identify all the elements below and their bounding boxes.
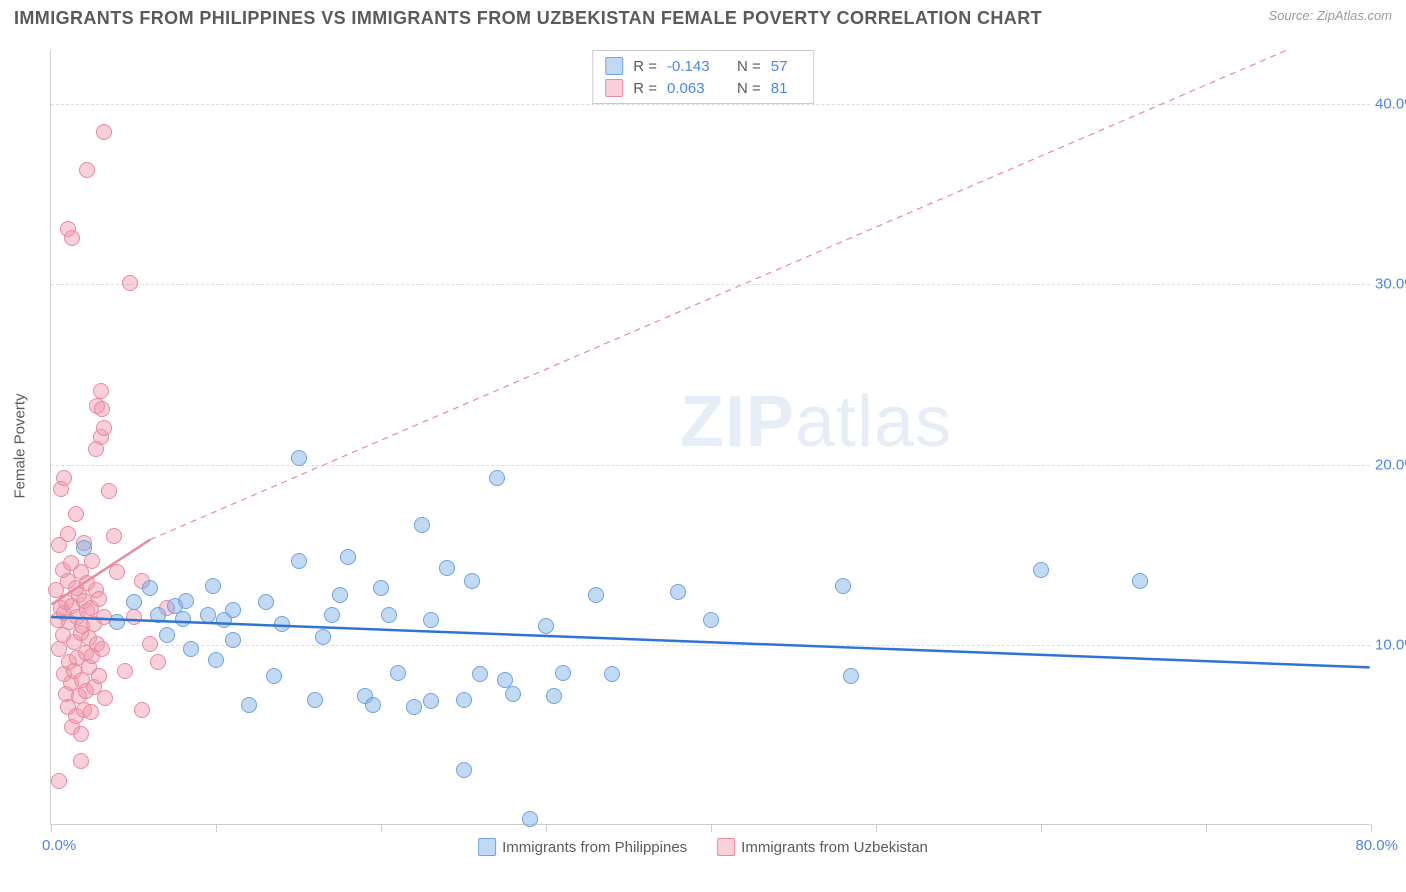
y-tick-label: 30.0% [1375,276,1406,293]
y-tick-label: 40.0% [1375,96,1406,113]
regression-line-philippines [51,617,1369,667]
regression-lines [51,50,1370,824]
y-tick-label: 10.0% [1375,636,1406,653]
chart-title: IMMIGRANTS FROM PHILIPPINES VS IMMIGRANT… [14,8,1042,29]
stats-n-value: 57 [771,58,801,75]
stats-n-label: N = [737,58,761,75]
stats-r-label: R = [633,58,657,75]
stats-legend-box: R = -0.143 N = 57 R = 0.063 N = 81 [592,50,814,104]
x-tick [1206,824,1207,832]
legend-label-b: Immigrants from Uzbekistan [741,839,928,856]
stats-n-value: 81 [771,80,801,97]
y-tick-label: 20.0% [1375,456,1406,473]
stats-r-label: R = [633,80,657,97]
legend-swatch-b [717,838,735,856]
x-tick [216,824,217,832]
x-tick [546,824,547,832]
stats-row: R = 0.063 N = 81 [605,77,801,99]
x-tick [711,824,712,832]
regression-line-uzbekistan [51,540,150,605]
stats-r-value: 0.063 [667,80,717,97]
chart-source: Source: ZipAtlas.com [1268,8,1392,23]
x-tick [1041,824,1042,832]
x-origin-label: 0.0% [42,837,76,854]
x-tick [51,824,52,832]
x-tick [381,824,382,832]
x-tick [876,824,877,832]
legend-item-uzbekistan: Immigrants from Uzbekistan [717,838,928,856]
legend: Immigrants from Philippines Immigrants f… [478,838,928,856]
plot-area: ZIPatlas 10.0%20.0%30.0%40.0% [50,50,1370,825]
stats-n-label: N = [737,80,761,97]
legend-swatch-a [478,838,496,856]
stats-swatch [605,79,623,97]
regression-line-uzbekistan-extrapolated [150,50,1287,540]
stats-row: R = -0.143 N = 57 [605,55,801,77]
stats-r-value: -0.143 [667,58,717,75]
y-axis-label: Female Poverty [12,393,29,498]
stats-swatch [605,57,623,75]
x-tick [1371,824,1372,832]
legend-label-a: Immigrants from Philippines [502,839,687,856]
legend-item-philippines: Immigrants from Philippines [478,838,687,856]
x-end-label: 80.0% [1355,837,1398,854]
